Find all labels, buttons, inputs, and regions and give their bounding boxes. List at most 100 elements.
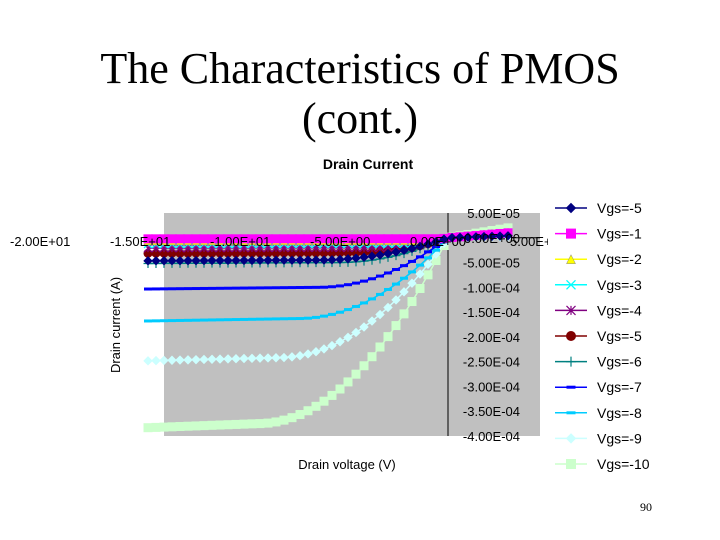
legend-label: Vgs=-8 [597,405,642,421]
data-point [399,245,409,256]
y-tick-labels: 5.00E-05 0.00E+00 -5.00E-05 -1.00E-04 -1.50E… [463,206,520,444]
data-point [240,286,248,290]
data-point [399,234,409,244]
data-point [279,255,289,265]
data-point [295,255,305,265]
data-point [295,243,305,253]
data-point [359,361,369,371]
data-point [175,243,185,253]
legend-entry: Vgs=-1 [555,226,642,242]
data-point [240,317,248,321]
data-point [384,287,392,291]
data-point [399,309,409,319]
data-point [312,315,320,319]
data-point [343,234,353,244]
data-point [407,234,417,244]
data-point [327,243,337,253]
data-point [223,234,233,244]
data-point [271,234,281,244]
data-point [391,234,401,244]
data-point [207,354,217,364]
data-point [399,287,409,297]
data-point [248,286,256,290]
data-point [471,232,481,242]
legend-entries: Vgs=-5 Vgs=-1 Vgs=-2 Vgs=-3 Vgs=-4 Vgs=-5 Vgs=… [555,200,650,472]
legend-entry: Vgs=-9 [555,430,642,446]
data-point [264,286,272,290]
data-point [216,286,224,290]
x-tick-label: -2.00E+01 [10,234,70,249]
data-point [344,308,352,312]
data-point [255,419,265,429]
data-point [479,231,489,242]
data-point [295,410,305,420]
data-point [199,354,209,365]
data-point [287,255,297,265]
data-point [271,417,281,427]
data-point [351,234,361,244]
data-point [296,317,304,321]
data-point [295,234,305,244]
data-point [191,255,201,266]
legend-label: Vgs=-5 [597,328,642,344]
legend-marker [566,459,576,469]
data-point [368,277,376,281]
data-point [232,318,240,322]
data-point [231,419,241,429]
data-point [288,286,296,290]
legend-label: Vgs=-10 [597,456,650,472]
legend-entry: Vgs=-6 [555,354,642,370]
data-point [200,318,208,322]
data-point [367,234,377,244]
data-point [159,422,169,432]
data-point [415,234,425,244]
data-point [272,286,280,290]
data-point [168,319,176,323]
legend-label: Vgs=-1 [597,226,642,242]
data-point [360,279,368,283]
data-point [167,243,177,253]
data-point [327,255,337,265]
legend-entry: Vgs=-10 [555,456,650,472]
data-point [151,234,161,244]
y-tick-label: -4.00E-04 [463,429,520,444]
data-point [287,234,297,244]
data-point [144,287,152,291]
legend-entry: Vgs=-2 [555,251,642,267]
data-point [407,278,417,288]
data-point [232,286,240,290]
data-point [384,271,392,275]
legend-marker [566,411,576,415]
data-point [143,356,153,366]
data-point [143,256,153,266]
y-tick-label: 5.00E-05 [467,206,520,221]
data-point [311,243,321,253]
data-point [455,232,465,243]
data-point [343,243,353,253]
data-point [415,284,425,294]
legend-marker [566,228,576,239]
data-point [151,422,161,432]
data-point [319,396,329,406]
data-point [335,234,345,244]
data-point [208,286,216,290]
data-point [416,263,424,267]
data-point [231,234,241,244]
data-point [279,243,289,253]
data-point [192,287,200,291]
data-point [367,243,377,253]
data-point [439,234,449,244]
data-point [256,286,264,290]
data-point [239,255,249,266]
data-point [431,236,441,247]
legend-entry: Vgs=-5 [555,200,642,216]
legend-marker [565,202,577,214]
data-point [215,354,225,364]
series-layer [143,223,513,433]
y-tick-label: -3.00E-04 [463,379,520,394]
data-point [184,287,192,291]
data-point [184,318,192,322]
y-tick-label: -3.50E-04 [463,404,520,419]
data-point [336,284,344,288]
legend-label: Vgs=-6 [597,354,642,370]
